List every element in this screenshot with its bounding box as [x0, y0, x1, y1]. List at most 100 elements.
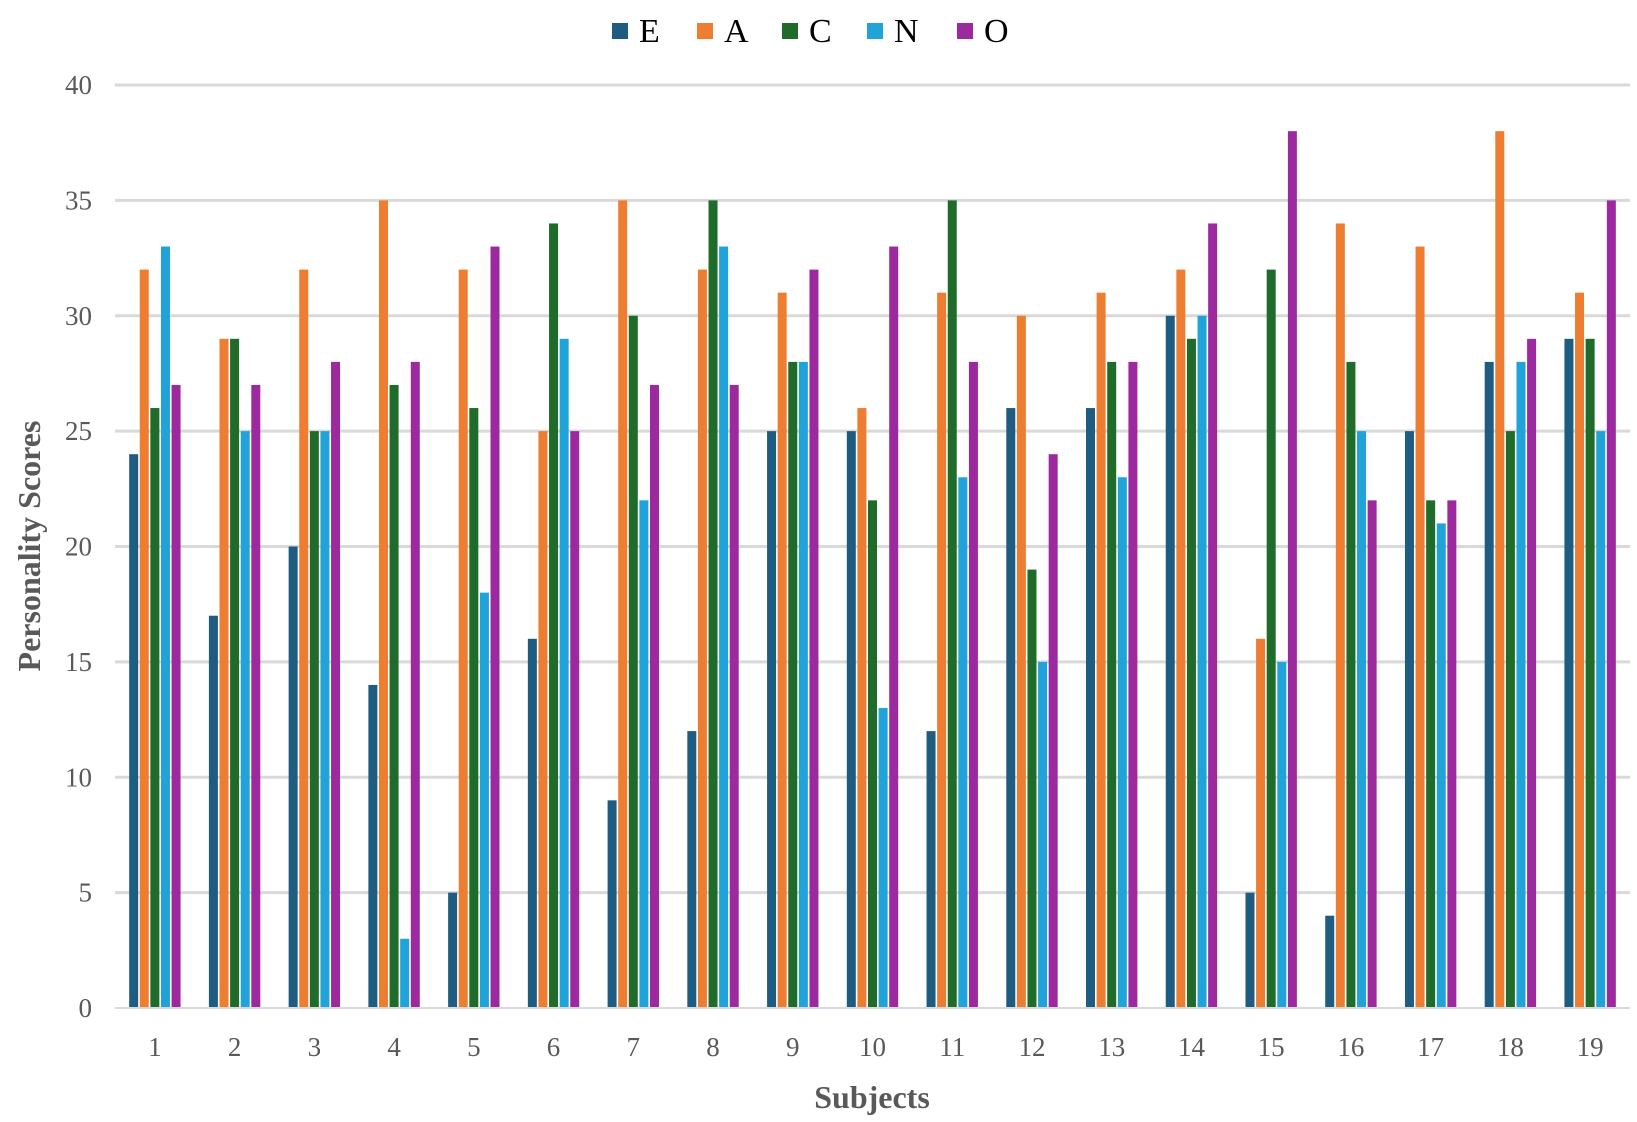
x-tick-label: 4: [387, 1032, 401, 1062]
bar-O-7: [649, 384, 659, 1009]
bar-C-5: [469, 408, 479, 1008]
bar-A-6: [538, 431, 548, 1008]
legend-swatch: [612, 23, 628, 39]
bar-O-15: [1287, 131, 1297, 1008]
bar-O-8: [729, 384, 739, 1009]
bar-A-9: [777, 292, 787, 1008]
x-tick-label: 3: [308, 1032, 322, 1062]
bar-N-4: [400, 938, 410, 1008]
bar-C-3: [309, 431, 319, 1008]
y-tick-label: 5: [79, 878, 93, 908]
y-tick-labels: 0 5 10 15 20 25 30 35 40: [65, 70, 92, 1023]
bar-E-9: [767, 431, 777, 1008]
bar-A-4: [378, 200, 388, 1008]
bar-O-10: [889, 246, 899, 1008]
x-tick-label: 14: [1178, 1032, 1206, 1062]
bar-C-4: [389, 384, 399, 1009]
legend-item-O: O: [957, 13, 1009, 50]
bar-O-19: [1606, 200, 1616, 1008]
bar-E-19: [1564, 338, 1574, 1008]
bar-E-13: [1086, 408, 1096, 1008]
y-tick-label: 15: [65, 647, 92, 677]
legend-swatch: [867, 23, 883, 39]
bar-E-15: [1245, 892, 1255, 1008]
bar-E-12: [1006, 408, 1016, 1008]
bar-A-17: [1415, 246, 1425, 1008]
y-tick-label: 0: [79, 993, 93, 1023]
bar-O-14: [1208, 223, 1218, 1008]
bar-E-3: [288, 546, 298, 1008]
y-tick-label: 25: [65, 416, 92, 446]
x-tick-label: 12: [1018, 1032, 1045, 1062]
bar-E-5: [448, 892, 458, 1008]
bar-C-18: [1505, 431, 1515, 1008]
bar-C-17: [1426, 500, 1436, 1008]
bar-E-7: [607, 800, 617, 1008]
bar-N-18: [1516, 361, 1526, 1008]
x-tick-label: 6: [547, 1032, 561, 1062]
bar-E-16: [1325, 915, 1335, 1008]
x-tick-label: 7: [627, 1032, 641, 1062]
bar-O-11: [968, 361, 978, 1008]
bar-N-8: [719, 246, 729, 1008]
bar-E-11: [926, 731, 936, 1008]
legend-item-A: A: [697, 13, 749, 50]
y-tick-label: 40: [65, 70, 92, 100]
bar-N-12: [1038, 661, 1048, 1008]
x-tick-label: 13: [1098, 1032, 1125, 1062]
bar-E-10: [846, 431, 856, 1008]
bar-C-13: [1107, 361, 1117, 1008]
y-axis-title: Personality Scores: [11, 421, 47, 672]
bar-E-4: [368, 684, 378, 1008]
bar-O-4: [410, 361, 420, 1008]
bar-A-2: [219, 338, 229, 1008]
bar-E-6: [527, 638, 537, 1008]
bar-E-17: [1404, 431, 1414, 1008]
bar-O-12: [1048, 454, 1058, 1008]
x-tick-label: 15: [1258, 1032, 1285, 1062]
bar-A-14: [1176, 269, 1186, 1009]
bar-N-3: [320, 431, 330, 1008]
bar-A-8: [697, 269, 707, 1009]
bar-A-18: [1495, 131, 1505, 1008]
bar-O-13: [1128, 361, 1138, 1008]
bar-E-1: [129, 454, 139, 1008]
bar-C-15: [1266, 269, 1276, 1009]
bar-N-6: [559, 338, 569, 1008]
bar-C-14: [1186, 338, 1196, 1008]
legend-label: O: [984, 13, 1009, 50]
legend-item-C: C: [782, 13, 832, 50]
x-tick-label: 17: [1417, 1032, 1444, 1062]
bar-A-7: [618, 200, 628, 1008]
bar-A-13: [1096, 292, 1106, 1008]
bar-N-17: [1436, 523, 1446, 1008]
legend-item-N: N: [867, 13, 919, 50]
bar-O-16: [1367, 500, 1377, 1008]
bar-N-13: [1117, 477, 1127, 1008]
bar-E-8: [687, 731, 697, 1008]
x-tick-labels: 1 2 3 4 5 6 7 8 9 10 11 12 13 14 15 16 17 18 19: [148, 1032, 1604, 1062]
x-tick-label: 10: [859, 1032, 886, 1062]
bar-N-1: [160, 246, 170, 1008]
y-tick-label: 30: [65, 301, 92, 331]
bar-N-19: [1596, 431, 1606, 1008]
bar-A-11: [937, 292, 947, 1008]
bar-A-5: [458, 269, 468, 1009]
bar-C-9: [788, 361, 798, 1008]
legend-swatch: [957, 23, 973, 39]
bar-C-6: [549, 223, 559, 1008]
bar-C-16: [1346, 361, 1356, 1008]
x-tick-label: 9: [786, 1032, 800, 1062]
bar-O-2: [251, 384, 261, 1009]
legend-label: E: [639, 13, 660, 50]
bar-C-7: [628, 315, 638, 1008]
y-tick-label: 10: [65, 762, 92, 792]
legend-swatch: [782, 23, 798, 39]
bar-C-11: [947, 200, 957, 1008]
bar-E-2: [208, 615, 218, 1008]
bar-N-9: [798, 361, 808, 1008]
bar-O-9: [809, 269, 819, 1009]
bar-A-19: [1575, 292, 1585, 1008]
legend-label: A: [724, 13, 749, 50]
